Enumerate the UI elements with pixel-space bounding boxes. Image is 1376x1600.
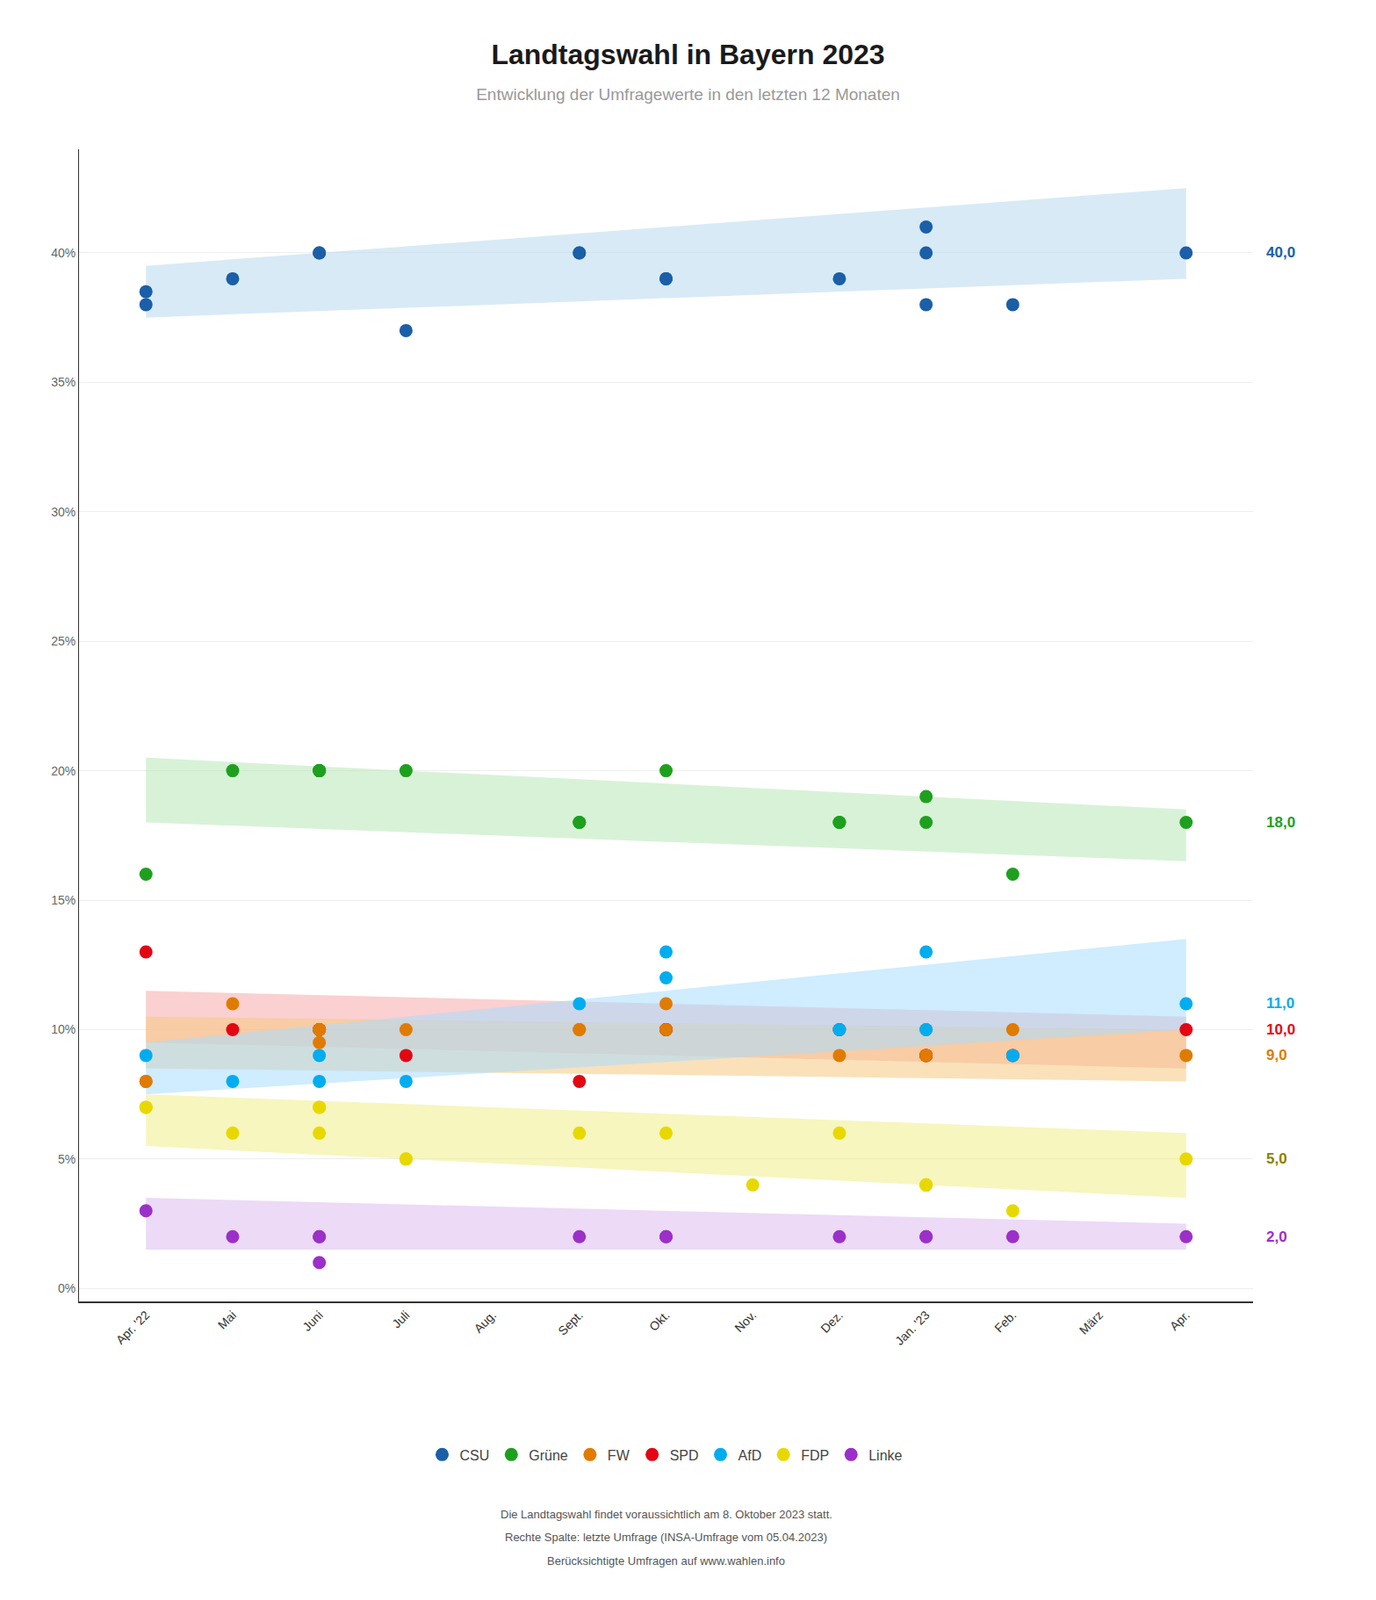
svg-text:10%: 10% <box>50 1022 76 1037</box>
svg-text:Apr. '22: Apr. '22 <box>113 1307 153 1348</box>
svg-text:30%: 30% <box>50 504 76 519</box>
svg-text:5%: 5% <box>57 1152 76 1167</box>
svg-text:Apr.: Apr. <box>1167 1307 1193 1333</box>
svg-text:Juli: Juli <box>389 1307 412 1331</box>
svg-text:18,0: 18,0 <box>1266 814 1296 831</box>
svg-text:CSU: CSU <box>460 1448 490 1463</box>
svg-text:40%: 40% <box>50 245 76 260</box>
svg-text:5,0: 5,0 <box>1266 1150 1288 1168</box>
svg-text:Landtagswahl in Bayern 2023Ent: Landtagswahl in Bayern 2023Entwicklung d… <box>475 38 901 105</box>
svg-text:0%: 0% <box>57 1281 76 1296</box>
svg-text:Mai: Mai <box>215 1307 239 1332</box>
svg-text:Die Landtagswahl findet voraus: Die Landtagswahl findet voraussichtlich … <box>500 1507 833 1521</box>
svg-text:März: März <box>1076 1307 1106 1337</box>
svg-text:Sept.: Sept. <box>554 1307 585 1338</box>
svg-text:9,0: 9,0 <box>1266 1046 1288 1064</box>
svg-text:Jan. '23: Jan. '23 <box>892 1307 933 1348</box>
svg-text:Grüne: Grüne <box>528 1448 569 1463</box>
svg-text:SPD: SPD <box>669 1448 699 1463</box>
svg-text:25%: 25% <box>50 633 76 649</box>
svg-text:FDP: FDP <box>800 1448 829 1463</box>
svg-text:Aug.: Aug. <box>470 1307 499 1336</box>
svg-text:2,0: 2,0 <box>1266 1228 1288 1246</box>
svg-text:40,0: 40,0 <box>1266 244 1296 261</box>
svg-text:Rechte Spalte: letzte Umfrage: Rechte Spalte: letzte Umfrage (INSA-Umfr… <box>504 1530 828 1544</box>
svg-text:10,0: 10,0 <box>1266 1021 1296 1038</box>
svg-text:Linke: Linke <box>868 1448 902 1463</box>
svg-text:20%: 20% <box>50 763 76 779</box>
svg-text:FW: FW <box>607 1448 631 1463</box>
svg-text:Okt.: Okt. <box>646 1307 672 1333</box>
svg-text:Feb.: Feb. <box>991 1307 1019 1335</box>
svg-text:Dez.: Dez. <box>817 1307 846 1336</box>
svg-text:Berücksichtigte Umfragen auf w: Berücksichtigte Umfragen auf www.wahlen.… <box>547 1554 786 1568</box>
svg-text:35%: 35% <box>50 374 76 390</box>
svg-text:Nov.: Nov. <box>731 1307 759 1335</box>
svg-text:Juni: Juni <box>299 1307 325 1333</box>
svg-text:11,0: 11,0 <box>1266 994 1295 1012</box>
svg-text:15%: 15% <box>50 893 76 908</box>
svg-text:AfD: AfD <box>738 1448 763 1463</box>
